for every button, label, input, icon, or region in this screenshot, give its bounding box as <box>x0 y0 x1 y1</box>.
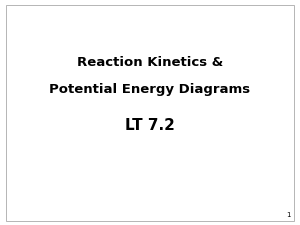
Text: 1: 1 <box>286 212 291 218</box>
Text: LT 7.2: LT 7.2 <box>125 119 175 133</box>
Text: Potential Energy Diagrams: Potential Energy Diagrams <box>50 83 250 97</box>
Text: Reaction Kinetics &: Reaction Kinetics & <box>77 56 223 70</box>
